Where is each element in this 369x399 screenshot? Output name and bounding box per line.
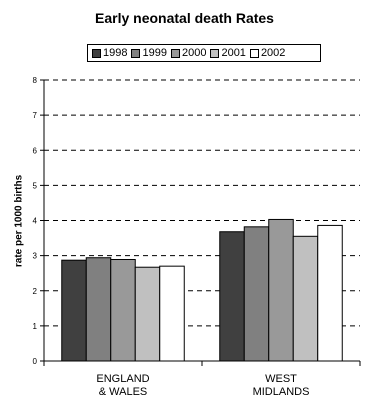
bar-0-2000 bbox=[111, 259, 136, 361]
category-label-west-midlands: WEST MIDLANDS bbox=[226, 373, 336, 399]
y-tick-label-5: 5 bbox=[33, 181, 38, 190]
bar-1-2000 bbox=[269, 219, 294, 361]
bar-0-2001 bbox=[135, 267, 160, 361]
y-tick-label-3: 3 bbox=[33, 252, 38, 261]
bar-0-1998 bbox=[62, 260, 87, 361]
y-tick-label-8: 8 bbox=[33, 76, 38, 85]
bar-1-1999 bbox=[244, 227, 269, 361]
bar-0-2002 bbox=[160, 266, 185, 361]
y-tick-label-1: 1 bbox=[33, 322, 38, 331]
y-tick-label-2: 2 bbox=[33, 287, 38, 296]
y-tick-label-4: 4 bbox=[33, 217, 38, 226]
bar-1-2002 bbox=[318, 225, 343, 361]
bar-0-1999 bbox=[86, 258, 111, 361]
y-tick-label-7: 7 bbox=[33, 111, 38, 120]
bar-1-2001 bbox=[293, 236, 318, 361]
y-tick-label-6: 6 bbox=[33, 146, 38, 155]
category-label-england-wales: ENGLAND & WALES bbox=[68, 373, 178, 399]
bar-1-1998 bbox=[220, 232, 245, 361]
y-tick-label-0: 0 bbox=[33, 357, 38, 366]
